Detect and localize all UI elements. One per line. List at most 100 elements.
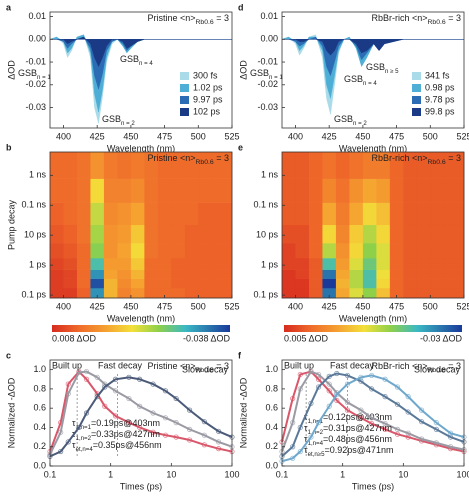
heat-cell [403,287,418,299]
x-tick-label: 525 [224,301,239,311]
phase-label: Built up [284,360,314,370]
data-point [173,395,179,402]
subscript: 1,n=2 [308,429,324,436]
heat-cell [184,152,199,179]
heat-cell [335,243,350,259]
heat-cell [322,152,337,179]
x-axis-title: Times (ps) [352,481,394,491]
legend-label: 300 fs [193,70,218,80]
data-point [315,420,322,426]
label-part: =0.12ps@403nm [323,412,392,422]
x-tick-label: 475 [389,301,404,311]
x-tick-label: 10 [166,469,176,479]
rich-label: τet,n≥5=0.92ps@471nm [304,445,393,457]
heat-cell [389,178,404,203]
heat-cell [198,287,213,299]
data-point [358,415,364,421]
heat-cell [144,287,159,299]
label-part: =0.19ps@403nm [91,418,160,428]
heat-cell [308,202,323,226]
heat-cell [144,152,159,179]
heat-cell [76,202,91,226]
heat-cell [171,269,186,279]
x-tick-label: 425 [90,301,105,311]
heat-cell [198,258,213,270]
heat-cell [443,178,465,203]
heat-cell [389,278,404,289]
heat-cell [130,243,145,259]
heat-cell [117,269,132,279]
heat-cell [117,178,132,203]
subscript: Rb0.6 [196,159,214,166]
y-tick-label: 0.01 [260,11,278,21]
phase-label: Slow decay [414,364,461,374]
heat-cell [171,224,186,244]
heat-cell [335,278,350,289]
heat-cell [171,287,186,299]
heat-cell [144,202,159,226]
y-tick-label: 0.1 ns [21,200,46,210]
heat-cell [389,243,404,259]
data-point [433,426,439,432]
label-part: τ [72,440,76,450]
heat-cell [322,243,337,259]
rich-label: Pristine <n>Rb0.6 = 3 [147,153,229,165]
plot-frame [281,11,465,129]
x-tick-label: 500 [191,131,206,141]
label-part: =0.33ps@427nm [91,429,160,439]
data-point [102,384,108,390]
heat-cell [76,152,91,179]
heat-cell [184,258,199,270]
heat-cell [295,243,310,259]
subscript: n = 4 [363,80,377,87]
y-tick-label: 1 ps [29,260,47,270]
heat-cell [157,202,172,226]
plot-frame [281,151,465,299]
subscript: n ≥ 5 [385,68,399,75]
heat-cell [443,278,465,289]
heat-cell [198,152,213,179]
x-tick-label: 425 [322,301,337,311]
heat-cell [117,243,132,259]
label-part: τ [72,418,76,428]
heat-cell [389,152,404,179]
colorbar-label: -0.038 ΔOD [183,333,231,343]
x-tick-label: 500 [423,301,438,311]
subscript: et,n=4 [76,446,94,453]
heat-cell [349,152,364,179]
heat-cell [130,258,145,270]
heat-cell [362,287,377,299]
heat-cell [430,269,445,279]
y-axis-title: Pump decay [6,199,16,250]
phase-label: Built up [52,360,82,370]
plot-frame [49,11,233,129]
heat-cell [295,224,310,244]
data-point [126,395,132,402]
x-tick-label: 450 [123,131,138,141]
x-tick-label: 100 [456,469,469,479]
heat-cell [282,258,296,270]
heat-cell [430,287,445,299]
heat-cell [335,202,350,226]
data-point [334,392,340,398]
heat-cell [308,152,323,179]
heat-cell [403,278,418,289]
y-tick-label: 0.4 [265,422,278,432]
heat-cell [117,224,132,244]
heat-cell [63,224,78,244]
heat-cell [308,224,323,244]
data-point [326,403,332,409]
heat-cell [211,287,233,299]
heat-cell [157,269,172,279]
spectrum-area [50,36,232,68]
x-tick-label: 10 [398,469,408,479]
rich-label: RbBr-rich <n>Rb0.6 = 3 [371,153,461,165]
heat-cell [430,202,445,226]
heat-cell [211,243,233,259]
subscript: Rb0.6 [428,19,446,26]
heat-cell [335,269,350,279]
data-point [162,388,169,394]
panel-letter: d [238,2,244,12]
heat-cell [157,243,172,259]
